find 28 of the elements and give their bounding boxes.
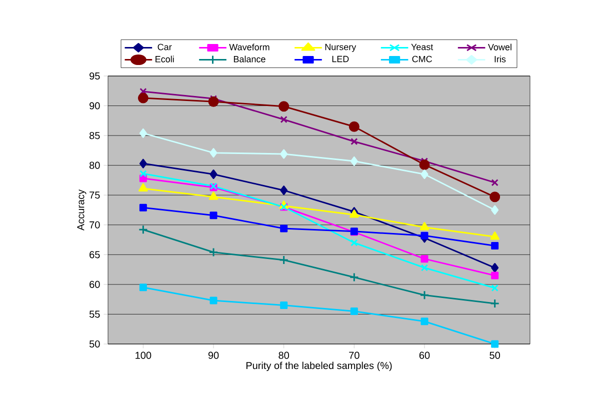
x-tick-label: 80 bbox=[278, 352, 290, 359]
y-tick-label: 50 bbox=[89, 340, 100, 348]
x-axis-title: Purity of the labeled samples (%) bbox=[246, 362, 392, 372]
legend-label: Ecoli bbox=[156, 56, 174, 62]
y-axis-title: Accuracy bbox=[77, 189, 86, 231]
legend-label: CMC bbox=[412, 56, 432, 62]
x-tick-label: 100 bbox=[136, 352, 152, 359]
legend-label: Yeast bbox=[411, 44, 434, 50]
y-tick-label: 90 bbox=[90, 102, 100, 110]
legend-label: Vowel bbox=[488, 44, 512, 50]
x-tick-label: 70 bbox=[349, 352, 360, 359]
legend-label: LED bbox=[332, 56, 349, 62]
y-tick-label: 75 bbox=[90, 192, 100, 199]
x-tick-label: 50 bbox=[490, 352, 500, 359]
x-tick-label: 60 bbox=[419, 352, 430, 359]
legend-label: Nursery bbox=[325, 44, 356, 52]
y-tick-label: 55 bbox=[89, 310, 100, 318]
y-tick-label: 60 bbox=[90, 280, 100, 288]
y-tick-label: 70 bbox=[90, 221, 100, 228]
legend-label: Car bbox=[158, 44, 172, 50]
legend-label: Waveform bbox=[229, 44, 270, 50]
y-tick-label: 80 bbox=[90, 162, 100, 169]
y-tick-label: 95 bbox=[90, 72, 100, 80]
x-tick-label: 90 bbox=[208, 352, 219, 359]
y-tick-label: 65 bbox=[90, 251, 100, 258]
legend-label: Balance bbox=[234, 56, 266, 62]
legend-label: Iris bbox=[494, 56, 506, 62]
y-tick-label: 85 bbox=[90, 132, 100, 140]
